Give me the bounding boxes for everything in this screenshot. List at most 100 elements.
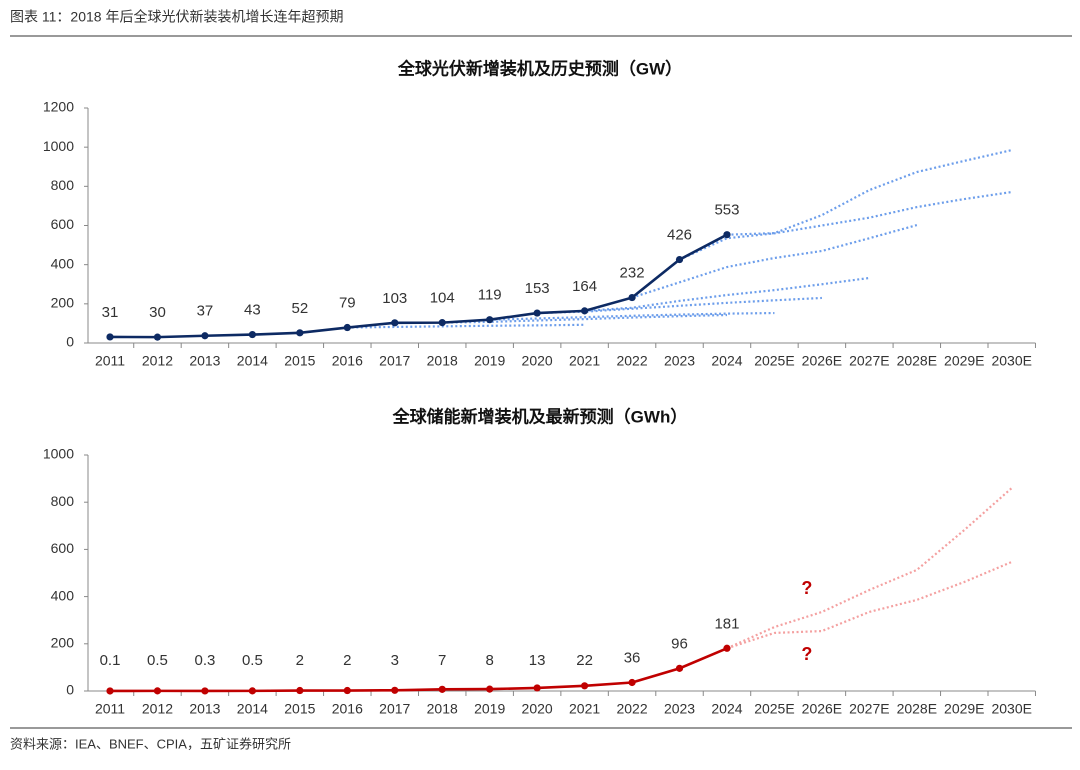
x-tick-label: 2014 bbox=[237, 353, 268, 369]
data-label: 36 bbox=[624, 649, 641, 666]
x-tick-label: 2021 bbox=[569, 353, 600, 369]
x-tick-label: 2015 bbox=[284, 353, 315, 369]
data-point bbox=[391, 686, 399, 694]
x-tick-label: 2028E bbox=[897, 353, 937, 369]
data-point bbox=[106, 333, 114, 341]
x-tick-label: 2029E bbox=[944, 701, 984, 717]
data-label: 43 bbox=[244, 302, 261, 319]
x-tick-label: 2022 bbox=[616, 353, 647, 369]
series-line bbox=[726, 560, 1013, 650]
y-tick-label: 400 bbox=[51, 587, 75, 603]
figure-header: 图表 11：2018 年后全球光伏新装装机增长连年超预期 bbox=[10, 9, 343, 25]
data-point bbox=[438, 685, 446, 693]
annotation: ? bbox=[801, 644, 812, 664]
x-tick-label: 2023 bbox=[664, 353, 695, 369]
data-point bbox=[343, 323, 351, 332]
y-tick-label: 1000 bbox=[43, 138, 74, 154]
x-tick-label: 2027E bbox=[849, 353, 889, 369]
x-tick-label: 2015 bbox=[284, 701, 315, 717]
data-point bbox=[533, 309, 541, 317]
annotation: ? bbox=[801, 578, 812, 598]
data-point bbox=[438, 319, 446, 327]
data-label: 31 bbox=[102, 304, 119, 321]
x-tick-label: 2012 bbox=[142, 353, 173, 369]
x-tick-label: 2030E bbox=[991, 701, 1031, 717]
series-line bbox=[584, 276, 870, 312]
x-tick-label: 2028E bbox=[897, 701, 937, 717]
chart-title: 全球光伏新增装机及历史预测（GW） bbox=[397, 58, 682, 78]
series-line bbox=[109, 233, 728, 339]
x-tick-label: 2030E bbox=[991, 353, 1031, 369]
data-point bbox=[391, 319, 399, 327]
y-tick-label: 1000 bbox=[43, 446, 74, 462]
data-point bbox=[723, 644, 731, 652]
x-tick-label: 2017 bbox=[379, 701, 410, 717]
x-tick-label: 2019 bbox=[474, 701, 505, 717]
data-label: 0.1 bbox=[100, 652, 121, 669]
x-tick-label: 2026E bbox=[802, 353, 842, 369]
x-tick-label: 2025E bbox=[754, 701, 794, 717]
series-line bbox=[679, 190, 1012, 261]
data-point bbox=[201, 332, 209, 340]
x-tick-label: 2023 bbox=[664, 701, 695, 717]
x-tick-label: 2026E bbox=[802, 701, 842, 717]
x-tick-label: 2024 bbox=[711, 701, 742, 717]
data-label: 164 bbox=[572, 278, 597, 295]
data-label: 119 bbox=[478, 287, 502, 304]
data-label: 104 bbox=[430, 290, 455, 307]
x-tick-label: 2027E bbox=[849, 701, 889, 717]
data-point bbox=[106, 687, 114, 695]
data-point bbox=[201, 687, 209, 695]
x-tick-label: 2017 bbox=[379, 353, 410, 369]
x-tick-label: 2011 bbox=[95, 353, 125, 369]
series-line bbox=[631, 224, 918, 299]
data-point bbox=[153, 687, 162, 695]
x-tick-label: 2024 bbox=[711, 353, 742, 369]
x-tick-label: 2016 bbox=[332, 353, 363, 369]
data-label: 13 bbox=[529, 652, 546, 669]
series-line bbox=[726, 149, 1012, 236]
x-tick-label: 2011 bbox=[95, 701, 125, 717]
y-tick-label: 600 bbox=[51, 540, 75, 556]
data-point bbox=[675, 255, 684, 264]
data-point bbox=[581, 307, 589, 315]
x-tick-label: 2021 bbox=[569, 701, 600, 717]
data-label: 22 bbox=[576, 652, 593, 669]
data-label: 8 bbox=[486, 652, 494, 669]
data-point bbox=[675, 664, 684, 672]
x-tick-label: 2016 bbox=[332, 701, 363, 717]
data-point bbox=[723, 231, 731, 239]
x-tick-label: 2020 bbox=[522, 701, 553, 717]
y-tick-label: 1200 bbox=[43, 99, 74, 115]
x-tick-label: 2022 bbox=[616, 701, 647, 717]
x-tick-label: 2013 bbox=[189, 353, 220, 369]
data-label: 0.5 bbox=[147, 652, 168, 669]
data-label: 30 bbox=[149, 304, 166, 321]
data-point bbox=[296, 686, 304, 695]
data-point bbox=[153, 333, 162, 341]
x-tick-label: 2018 bbox=[427, 353, 458, 369]
y-tick-label: 0 bbox=[66, 334, 74, 350]
data-label: 3 bbox=[391, 652, 399, 669]
y-tick-label: 600 bbox=[51, 216, 75, 232]
data-label: 7 bbox=[438, 652, 446, 669]
source-note: 资料来源：IEA、BNEF、CPIA，五矿证券研究所 bbox=[10, 736, 291, 751]
chart-title: 全球储能新增装机及最新预测（GWh） bbox=[392, 406, 688, 426]
x-tick-label: 2019 bbox=[474, 353, 505, 369]
data-label: 153 bbox=[525, 280, 550, 297]
data-point bbox=[248, 687, 256, 695]
data-label: 2 bbox=[343, 652, 351, 669]
data-label: 426 bbox=[667, 227, 692, 244]
data-label: 96 bbox=[671, 635, 688, 652]
data-label: 181 bbox=[714, 615, 739, 632]
x-tick-label: 2013 bbox=[189, 701, 220, 717]
y-tick-label: 200 bbox=[51, 295, 75, 311]
y-tick-label: 400 bbox=[51, 255, 75, 271]
data-point bbox=[486, 316, 494, 324]
series-line bbox=[726, 487, 1013, 650]
data-label: 79 bbox=[339, 294, 356, 311]
data-label: 2 bbox=[296, 652, 304, 669]
data-point bbox=[533, 684, 541, 692]
x-tick-label: 2012 bbox=[142, 701, 173, 717]
